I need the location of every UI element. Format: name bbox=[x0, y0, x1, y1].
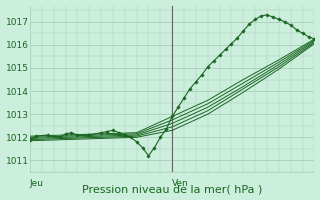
Text: Jeu: Jeu bbox=[30, 179, 44, 188]
X-axis label: Pression niveau de la mer( hPa ): Pression niveau de la mer( hPa ) bbox=[82, 184, 262, 194]
Text: Ven: Ven bbox=[172, 179, 189, 188]
